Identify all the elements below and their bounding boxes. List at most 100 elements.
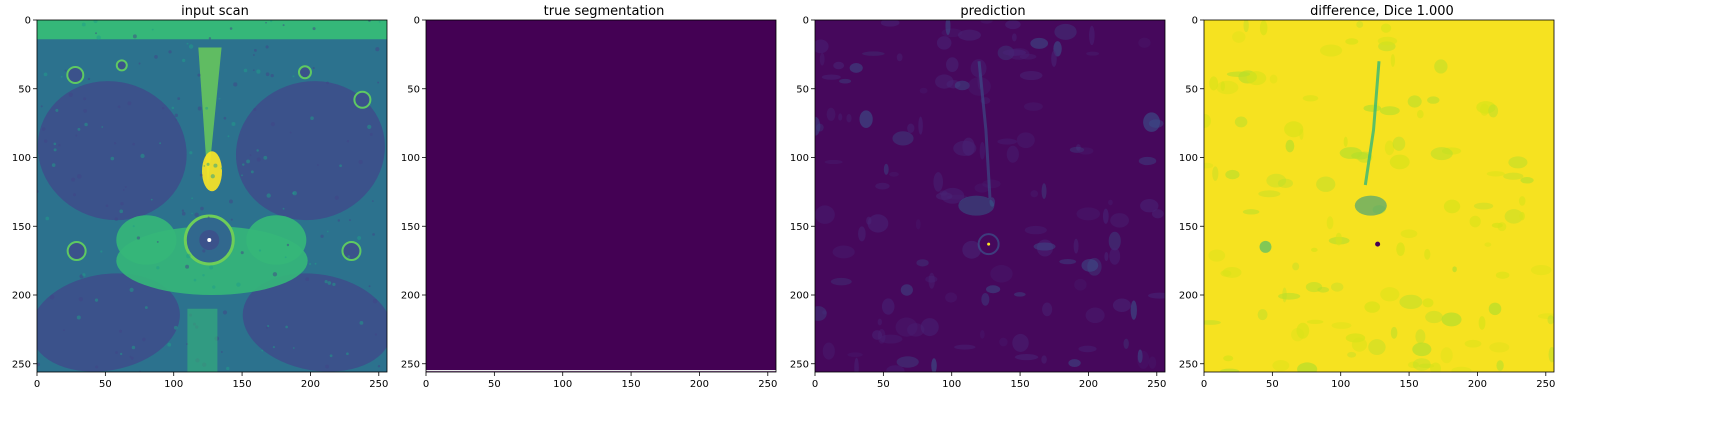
noise-blob <box>1030 37 1049 49</box>
image-mri-scan <box>37 20 387 372</box>
noise-blob <box>1266 173 1287 188</box>
noise-blob <box>1384 140 1395 156</box>
noise-blob <box>1316 176 1336 192</box>
noise-blob <box>946 57 959 72</box>
speckle <box>240 251 244 255</box>
speckle <box>223 116 227 120</box>
speckle <box>181 209 185 212</box>
x-tick-label: 200 <box>1468 379 1487 390</box>
speckle <box>37 362 41 367</box>
lower-structure <box>187 308 218 372</box>
noise-blob <box>881 298 895 315</box>
noise-blob <box>1292 262 1300 271</box>
x-tick-label: 150 <box>1011 379 1030 390</box>
plot-border <box>814 19 1166 373</box>
noise-blob <box>1112 298 1131 312</box>
noise-blob <box>867 214 889 233</box>
speckle <box>256 157 261 162</box>
speckle <box>346 140 350 143</box>
panel-input-scan: input scan 0 50 100 150 200 250 0 50 100 150 200 25… <box>0 0 430 432</box>
speckle <box>73 193 76 197</box>
noise-blob <box>1137 349 1143 363</box>
speckle <box>77 127 81 131</box>
y-tick-label: 50 <box>1185 84 1198 95</box>
noise-blob <box>1330 282 1344 292</box>
noise-blob <box>832 245 855 259</box>
noise-blob <box>1306 319 1324 325</box>
x-tick-label: 0 <box>1201 379 1207 390</box>
panel-true-segmentation: true segmentation 0 50 100 150 200 250 0 50 100 1… <box>389 0 819 432</box>
speckle <box>197 73 201 77</box>
noise-blob <box>1434 59 1448 74</box>
speckle <box>266 193 271 198</box>
noise-blob <box>1496 360 1504 371</box>
noise-blob <box>1418 363 1435 369</box>
y-tick-label: 250 <box>1179 359 1198 370</box>
y-tick-label: 0 <box>1192 16 1198 27</box>
structure-ring <box>977 233 1000 256</box>
noise-blob <box>830 277 852 286</box>
speckle <box>270 122 275 127</box>
muscle-region <box>37 273 180 372</box>
speckle <box>213 163 218 168</box>
noise-blob <box>1380 23 1392 33</box>
noise-blob <box>896 53 903 62</box>
muscle-region <box>235 81 385 221</box>
noise-blob <box>833 61 845 70</box>
speckle <box>305 277 310 282</box>
y-tick-label: 150 <box>1179 222 1198 233</box>
speckle <box>94 298 99 302</box>
panel-title: input scan <box>181 4 249 19</box>
speckle <box>83 109 87 113</box>
noise-blob <box>1011 33 1017 42</box>
speckle <box>197 106 202 111</box>
noise-blob <box>1073 238 1079 254</box>
noise-blob <box>1417 109 1424 119</box>
x-tick-label: 250 <box>758 379 777 390</box>
noise-blob <box>919 87 928 94</box>
speckle <box>87 77 91 81</box>
speckle <box>285 325 288 329</box>
speckle <box>220 351 223 353</box>
noise-blob <box>816 123 824 132</box>
speckle <box>252 69 255 72</box>
speckle <box>167 342 172 347</box>
speckle <box>369 132 373 136</box>
noise-blob <box>1051 50 1057 67</box>
speckle <box>282 207 285 210</box>
x-tick-label: 50 <box>99 379 112 390</box>
noise-blob <box>1123 338 1129 349</box>
speckle <box>236 282 241 287</box>
plot-border <box>36 19 388 373</box>
noise-blob <box>1302 95 1319 102</box>
speckle <box>81 22 86 27</box>
noise-blob <box>1272 360 1290 372</box>
structure-line <box>1363 61 1381 186</box>
noise-blob <box>1258 190 1281 198</box>
noise-blob <box>892 131 914 146</box>
speckle <box>377 81 380 84</box>
noise-blob <box>1220 368 1240 372</box>
vessel <box>353 90 372 109</box>
speckle <box>129 355 132 358</box>
noise-blob <box>1130 300 1137 320</box>
speckle <box>40 105 43 108</box>
noise-blob <box>928 272 935 289</box>
noise-blob <box>1491 222 1503 228</box>
noise-blob <box>1078 345 1097 353</box>
noise-blob <box>1347 351 1357 358</box>
speckle <box>308 262 312 266</box>
noise-blob <box>822 310 827 315</box>
noise-blob <box>907 323 925 337</box>
noise-blob <box>1225 169 1240 180</box>
noise-blob <box>1407 361 1419 369</box>
noise-blob <box>815 306 827 321</box>
noise-blob <box>866 216 872 225</box>
noise-blob <box>819 52 825 66</box>
speckle <box>375 47 380 52</box>
noise-blob <box>846 114 852 123</box>
x-tick-label: 100 <box>1331 379 1350 390</box>
speckle <box>210 174 215 179</box>
